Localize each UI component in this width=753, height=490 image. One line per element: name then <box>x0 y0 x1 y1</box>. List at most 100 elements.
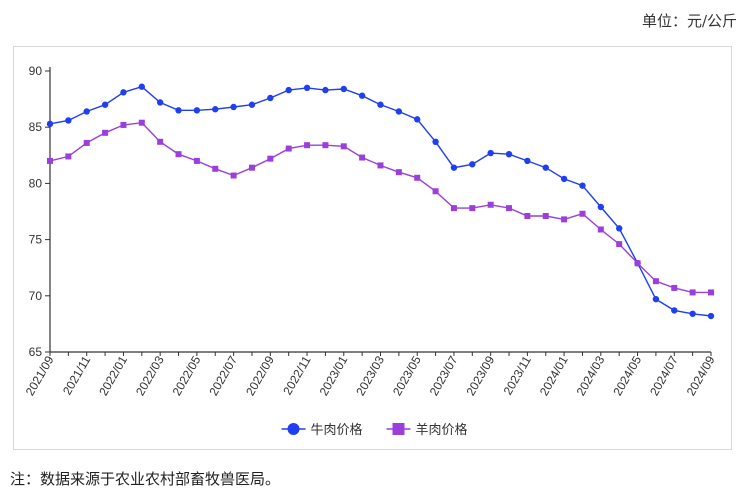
data-point <box>138 83 146 90</box>
data-point <box>524 212 531 219</box>
data-point <box>340 143 347 150</box>
x-tick-label: 2024/05 <box>610 353 644 398</box>
data-point <box>689 289 696 296</box>
data-point <box>377 101 384 108</box>
data-point <box>65 117 72 124</box>
data-point <box>175 107 182 114</box>
line-chart: 65 70 75 80 85 90 2021/09 2021/11 2022/01 2022/03… <box>23 64 718 437</box>
data-point <box>46 120 54 128</box>
axes: 65 70 75 80 85 90 2021/09 2021/11 2022/01 2022/03… <box>23 64 718 398</box>
data-point <box>450 205 457 212</box>
x-tick-label: 2022/01 <box>96 353 130 398</box>
x-tick-label: 2022/09 <box>243 353 277 398</box>
data-point <box>414 116 421 123</box>
y-tick-label: 80 <box>29 176 43 190</box>
y-tick-label: 65 <box>29 345 43 359</box>
data-point <box>560 175 568 183</box>
data-point <box>175 151 182 158</box>
x-tick-label: 2024/03 <box>574 353 608 398</box>
data-point <box>102 129 109 136</box>
data-point <box>248 101 256 108</box>
data-point <box>101 101 109 108</box>
chart-panel: 65 70 75 80 85 90 2021/09 2021/11 2022/01 2022/03… <box>13 46 732 450</box>
data-point <box>212 165 219 172</box>
data-point <box>83 139 90 146</box>
unit-label: 单位：元/公斤 <box>641 12 737 30</box>
data-point <box>322 86 329 94</box>
data-point <box>285 145 292 152</box>
data-point <box>652 295 660 303</box>
legend[interactable]: 牛肉价格 羊肉价格 <box>281 422 468 437</box>
data-point <box>469 205 476 212</box>
x-tick-label: 2022/07 <box>206 353 240 398</box>
x-tick-label: 2023/03 <box>353 353 387 398</box>
data-point <box>359 154 366 161</box>
x-tick-label: 2024/09 <box>684 353 718 398</box>
data-point <box>230 103 237 111</box>
data-point <box>285 86 292 94</box>
data-point <box>193 157 200 164</box>
data-point <box>524 157 531 165</box>
data-point <box>707 312 715 320</box>
data-point <box>395 108 403 115</box>
data-point <box>579 182 586 189</box>
data-point <box>505 150 513 158</box>
data-point <box>689 310 696 317</box>
data-point <box>615 225 623 232</box>
data-point <box>671 284 678 291</box>
x-tick-label: 2023/01 <box>317 353 351 398</box>
x-tick-label: 2022/05 <box>170 353 204 398</box>
data-point <box>47 157 53 164</box>
data-point <box>450 164 458 171</box>
data-point <box>120 89 127 96</box>
data-point <box>597 203 605 211</box>
legend-label: 牛肉价格 <box>311 422 363 437</box>
y-tick-label: 90 <box>29 64 43 78</box>
data-point <box>267 94 274 102</box>
data-point <box>561 216 568 223</box>
x-tick-label: 2023/05 <box>390 353 424 398</box>
legend-marker-square-icon <box>392 423 405 435</box>
data-point <box>634 260 641 267</box>
data-point <box>708 289 714 296</box>
x-tick-label: 2023/09 <box>463 353 497 398</box>
y-tick-label: 85 <box>29 120 43 134</box>
data-point <box>377 162 384 169</box>
data-point <box>83 108 90 115</box>
x-tick-label: 2024/01 <box>537 353 571 398</box>
y-tick-label: 70 <box>29 289 43 303</box>
x-tick-label: 2021/09 <box>23 353 57 398</box>
data-point <box>120 121 127 128</box>
data-point <box>671 307 678 314</box>
data-point <box>579 210 586 217</box>
x-tick-label: 2022/03 <box>133 353 167 398</box>
x-tick-label: 2023/11 <box>501 353 535 397</box>
footnote: 注：数据来源于农业农村部畜牧兽医局。 <box>10 470 281 488</box>
data-point <box>157 138 164 145</box>
x-tick-label: 2024/07 <box>647 353 681 398</box>
data-point <box>138 119 145 126</box>
data-point <box>542 212 549 219</box>
series-2 <box>47 119 714 296</box>
series-1 <box>46 83 715 320</box>
series-line <box>49 85 712 317</box>
data-point <box>212 106 219 113</box>
data-point <box>65 153 72 160</box>
data-point <box>322 142 329 149</box>
data-point <box>487 201 494 208</box>
legend-marker-circle-icon <box>287 423 300 435</box>
data-point <box>267 155 274 162</box>
legend-label: 羊肉价格 <box>416 422 468 437</box>
y-tick-label: 75 <box>29 233 43 247</box>
data-point <box>395 169 402 176</box>
data-point <box>616 241 623 248</box>
legend-item-1[interactable]: 牛肉价格 <box>281 422 363 437</box>
data-point <box>469 161 476 168</box>
series-layer <box>46 83 715 320</box>
data-point <box>652 278 659 285</box>
series-line <box>49 121 711 294</box>
data-point <box>597 226 604 233</box>
data-point <box>156 99 164 106</box>
data-point <box>303 84 311 92</box>
legend-item-2[interactable]: 羊肉价格 <box>386 422 468 437</box>
